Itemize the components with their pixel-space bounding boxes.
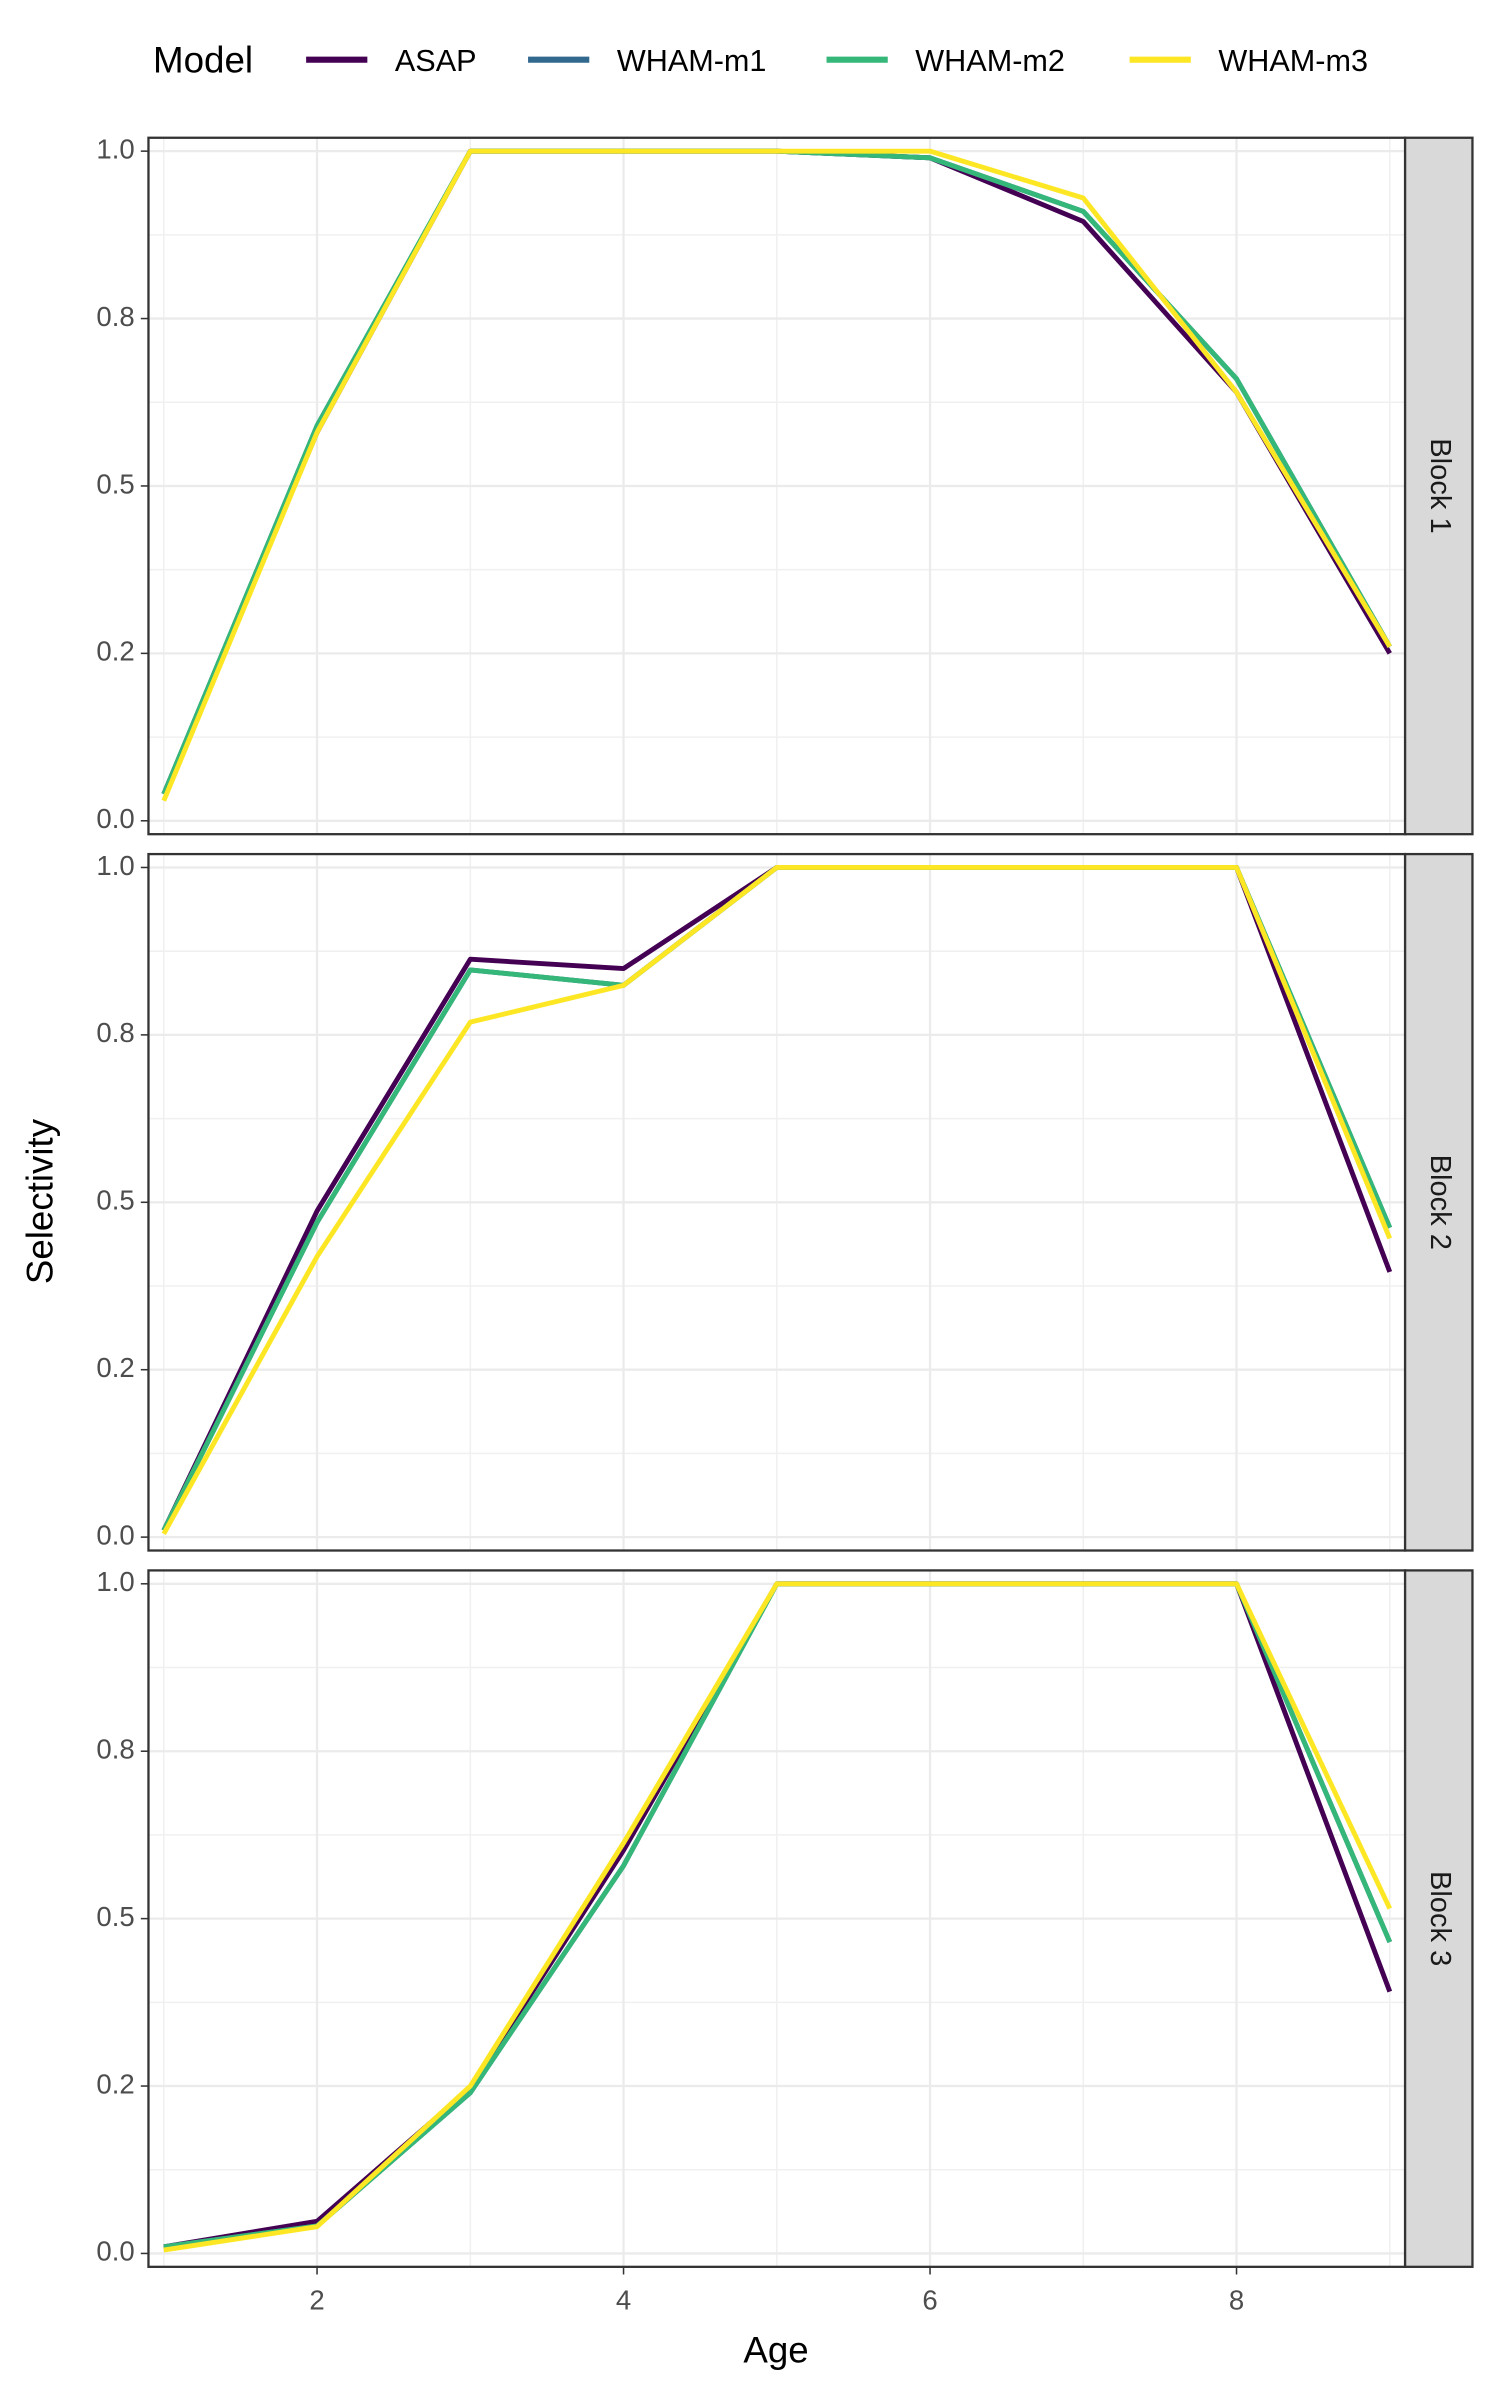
y-tick-label: 0.8 bbox=[96, 1017, 134, 1048]
y-tick-label: 0.5 bbox=[96, 468, 134, 499]
facet-label: Block 1 bbox=[1424, 438, 1456, 533]
facet-strip bbox=[1403, 1569, 1474, 2268]
y-tick-label: 0.2 bbox=[96, 2068, 134, 2099]
y-tick-label: 0.0 bbox=[96, 2236, 134, 2267]
x-tick-label: 6 bbox=[922, 2284, 937, 2315]
y-tick-label: 0.0 bbox=[96, 1519, 134, 1550]
y-tick-label: 0.8 bbox=[96, 301, 134, 332]
line-series bbox=[163, 1581, 1392, 2253]
y-axis-label: Selectivity bbox=[20, 1118, 61, 1284]
line-series bbox=[161, 148, 1392, 802]
x-tick-label: 4 bbox=[616, 2284, 631, 2315]
legend-label: WHAM-m3 bbox=[1218, 44, 1368, 78]
y-tick-label: 0.5 bbox=[96, 1901, 134, 1932]
facet-strip bbox=[1403, 852, 1474, 1552]
legend-label: ASAP bbox=[395, 44, 477, 78]
y-tick-label: 1.0 bbox=[96, 1566, 134, 1597]
x-tick-label: 2 bbox=[309, 2284, 324, 2315]
y-tick-label: 0.0 bbox=[96, 803, 134, 834]
legend-label: WHAM-m1 bbox=[617, 44, 767, 78]
y-tick-label: 0.2 bbox=[96, 1352, 134, 1383]
facet-label: Block 2 bbox=[1424, 1155, 1456, 1250]
x-axis-label: Age bbox=[743, 2329, 808, 2370]
y-tick-label: 0.2 bbox=[96, 636, 134, 667]
y-tick-label: 1.0 bbox=[96, 850, 134, 881]
legend-label: WHAM-m2 bbox=[915, 44, 1065, 78]
x-tick-label: 8 bbox=[1229, 2284, 1244, 2315]
legend-title: Model bbox=[153, 39, 253, 80]
y-tick-label: 0.8 bbox=[96, 1733, 134, 1764]
y-tick-label: 1.0 bbox=[96, 133, 134, 164]
y-tick-label: 0.5 bbox=[96, 1185, 134, 1216]
facet-strip bbox=[1403, 136, 1474, 836]
line-series bbox=[161, 865, 1393, 1535]
facet-label: Block 3 bbox=[1424, 1871, 1456, 1966]
